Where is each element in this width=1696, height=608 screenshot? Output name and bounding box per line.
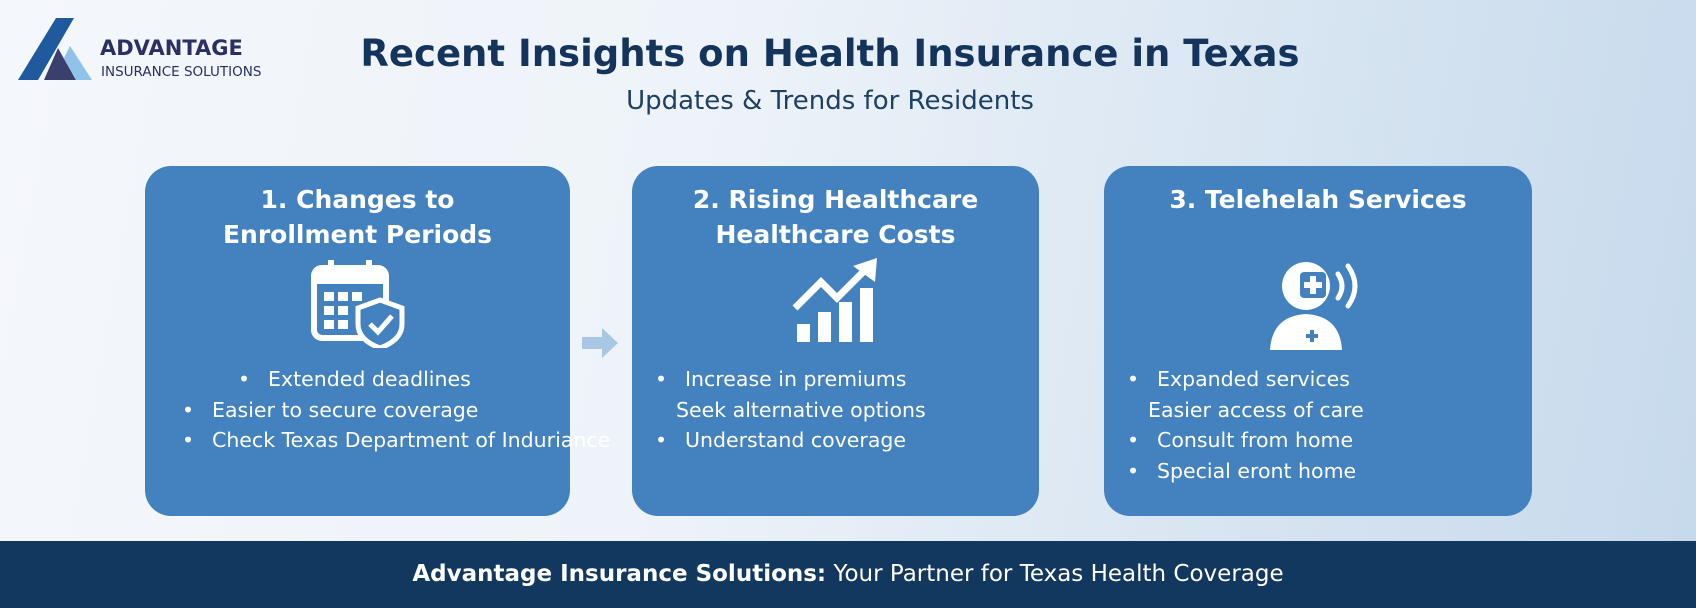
card-title: 3. Telehelah Services [1104, 182, 1532, 217]
arrow [582, 328, 618, 358]
card-item: • Special eront home [1127, 456, 1532, 487]
item-text: Easier to secure coverage [212, 397, 479, 422]
title: Recent Insights on Health Insurance in T… [360, 32, 1300, 75]
item-text: Consult from home [1157, 428, 1354, 452]
logo-tagline: INSURANCE SOLUTIONS [101, 64, 262, 80]
card: 3. Telehelah Services • Expanded services E… [1104, 166, 1532, 516]
item-text: Increase in premiums [685, 367, 907, 391]
card-title-line: Enrollment Periods [222, 220, 493, 249]
bullet: • [1127, 367, 1140, 391]
footer-brand: Advantage Insurance Solutions: [412, 561, 827, 587]
item-text: Expanded services [1157, 367, 1350, 391]
bullet: • [182, 428, 195, 452]
card-item: • Easier to secure coverage [182, 395, 570, 426]
card-item: • Expanded services [1127, 364, 1532, 395]
card-item: • Consult from home [1127, 425, 1532, 456]
card-item: Easier access of care [1148, 395, 1532, 426]
card-title-line: 1. Changes to [260, 185, 455, 214]
bullet: • [1127, 428, 1140, 452]
bullet: • [182, 397, 195, 422]
bullet: • [238, 367, 251, 391]
card-title-line: 2. Rising Healthcare [692, 185, 979, 214]
card-item: • Check Texas Department of Induriance [182, 425, 610, 456]
card-title: 1. Changes to Enrollment Periods [145, 182, 570, 252]
subtitle: Updates & Trends for Residents [626, 86, 1034, 116]
card: 1. Changes to Enrollment Periods • Extended… [145, 166, 610, 516]
card-item: • Extended deadlines [238, 364, 570, 395]
logo-name: ADVANTAGE [100, 36, 243, 60]
card-icon [791, 258, 881, 348]
card-items: • Expanded services Easier access of care •… [1104, 364, 1532, 486]
card-title-line: 3. Telehelah Services [1169, 185, 1467, 214]
card-icon [1268, 256, 1368, 356]
item-text: Seek alternative options [676, 397, 926, 422]
bullet: • [655, 367, 668, 391]
card-icon [310, 258, 406, 352]
item-text: Understand coverage [685, 428, 907, 452]
item-text: Check Texas Department of Induriance [212, 428, 611, 452]
bullet: • [655, 428, 668, 452]
item-text: Easier access of care [1148, 397, 1364, 422]
item-text: Special eront home [1157, 458, 1357, 483]
card-items: • Extended deadlines • Easier to secure cov… [145, 364, 610, 456]
footer: Advantage Insurance Solutions: Your Part… [0, 541, 1696, 608]
card-item: • Increase in premiums [655, 364, 1039, 395]
bullet: • [1127, 458, 1140, 483]
item-text: Extended deadlines [268, 367, 471, 391]
card-items: • Increase in premiums Seek alternative op… [632, 364, 1039, 456]
card-item: Seek alternative options [676, 395, 1039, 426]
card: 2. Rising Healthcare Healthcare Costs • Inc… [632, 166, 1039, 516]
card-title: 2. Rising Healthcare Healthcare Costs [632, 182, 1039, 252]
card-item: • Understand coverage [655, 425, 1039, 456]
logo-mark [18, 18, 92, 80]
card-title-line: Healthcare Costs [715, 220, 956, 249]
footer-tagline: Your Partner for Texas Health Coverage [833, 561, 1284, 587]
